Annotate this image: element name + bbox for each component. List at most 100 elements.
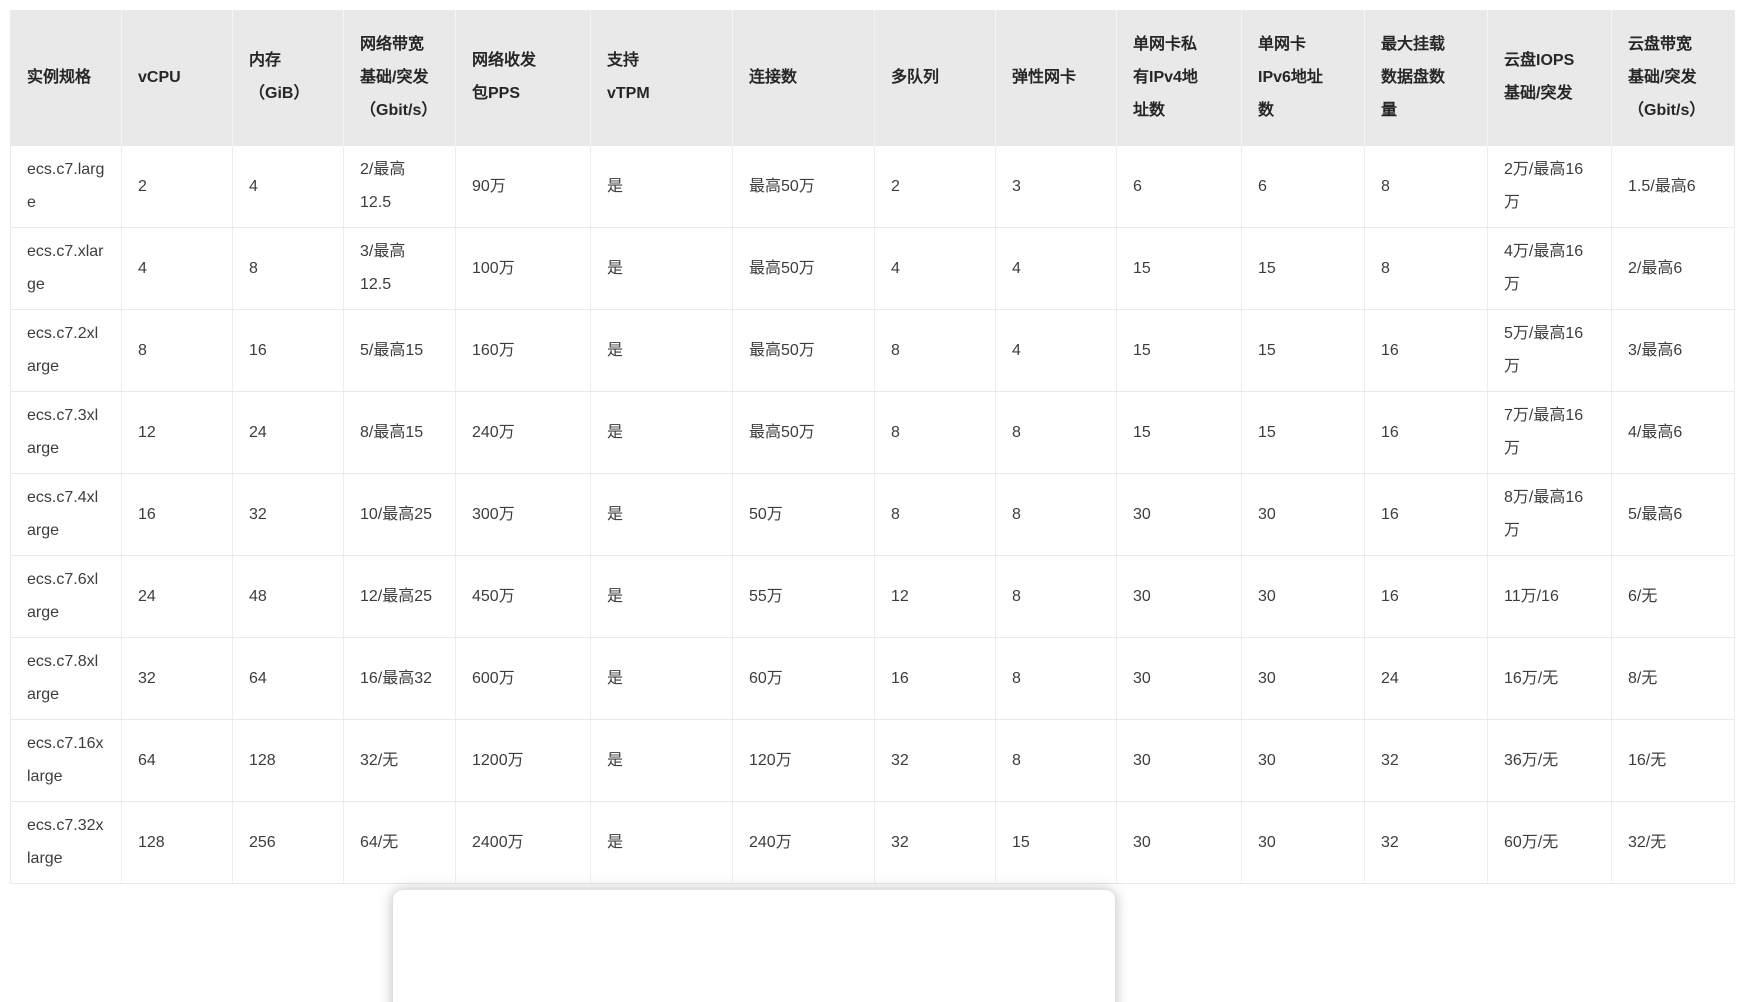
cell: 16 <box>1364 555 1488 638</box>
cell: 128 <box>232 719 344 802</box>
instance-spec-cell: ecs.c7.large <box>10 144 122 228</box>
cell: 8 <box>1364 144 1488 228</box>
cell: 2 <box>874 144 996 228</box>
cell: 是 <box>590 801 733 884</box>
cell: 16/无 <box>1611 719 1735 802</box>
cell: 32 <box>874 801 996 884</box>
cell: 最高50万 <box>732 144 875 228</box>
cell: 是 <box>590 391 733 474</box>
cell: 90万 <box>455 144 591 228</box>
cell: 48 <box>232 555 344 638</box>
table-row: ecs.c7.8xlarge 32 64 16/最高32 600万是 60万 16 8 30 30… <box>10 637 1735 720</box>
cell: 16 <box>1364 473 1488 556</box>
cell: 36万/无 <box>1487 719 1612 802</box>
cell: 8 <box>121 309 233 392</box>
column-header: 实例规格 <box>10 10 122 145</box>
cell: 4 <box>874 227 996 310</box>
table-row: ecs.c7.xlarge 4 8 3/最高12.5 100万是最高50万 4 4 15 15 8… <box>10 227 1735 310</box>
cell: 15 <box>1241 391 1365 474</box>
bottom-popup-shadow <box>393 890 1115 1002</box>
cell: 6 <box>1241 144 1365 228</box>
column-header: 单网卡私有IPv4地址数 <box>1116 10 1242 145</box>
table-header: 实例规格 vCPU 内存（GiB） 网络带宽基础/突发（Gbit/s） 网络收发包PPS… <box>10 10 1735 145</box>
cell: 7万/最高16万 <box>1487 391 1612 474</box>
cell: 32 <box>1364 801 1488 884</box>
cell: 是 <box>590 637 733 720</box>
cell: 8 <box>874 309 996 392</box>
cell: 30 <box>1241 801 1365 884</box>
cell: 8万/最高16万 <box>1487 473 1612 556</box>
cell: 60万/无 <box>1487 801 1612 884</box>
cell: 30 <box>1241 719 1365 802</box>
column-header: vCPU <box>121 10 233 145</box>
cell: 2万/最高16万 <box>1487 144 1612 228</box>
cell: 5/最高6 <box>1611 473 1735 556</box>
cell: 30 <box>1116 473 1242 556</box>
cell: 3/最高6 <box>1611 309 1735 392</box>
instance-spec-table: 实例规格 vCPU 内存（GiB） 网络带宽基础/突发（Gbit/s） 网络收发包PPS… <box>10 10 1735 884</box>
cell: 30 <box>1116 719 1242 802</box>
cell: 3/最高12.5 <box>343 227 456 310</box>
cell: 30 <box>1241 473 1365 556</box>
cell: 是 <box>590 144 733 228</box>
cell: 128 <box>121 801 233 884</box>
cell: 32 <box>232 473 344 556</box>
column-header: 支持vTPM <box>590 10 733 145</box>
cell: 60万 <box>732 637 875 720</box>
cell: 15 <box>1116 227 1242 310</box>
cell: 16 <box>874 637 996 720</box>
instance-spec-cell: ecs.c7.xlarge <box>10 227 122 310</box>
cell: 2/最高12.5 <box>343 144 456 228</box>
cell: 16/最高32 <box>343 637 456 720</box>
cell: 2 <box>121 144 233 228</box>
cell: 6/无 <box>1611 555 1735 638</box>
cell: 64 <box>232 637 344 720</box>
cell: 最高50万 <box>732 391 875 474</box>
cell: 64/无 <box>343 801 456 884</box>
cell: 3 <box>995 144 1117 228</box>
cell: 是 <box>590 719 733 802</box>
cell: 12 <box>874 555 996 638</box>
cell: 8 <box>995 637 1117 720</box>
cell: 24 <box>1364 637 1488 720</box>
column-header: 内存（GiB） <box>232 10 344 145</box>
cell: 240万 <box>455 391 591 474</box>
table-row: ecs.c7.2xlarge 8 16 5/最高15 160万是最高50万 8 4 15 15 1… <box>10 309 1735 392</box>
cell: 24 <box>121 555 233 638</box>
cell: 8 <box>995 391 1117 474</box>
cell: 2/最高6 <box>1611 227 1735 310</box>
column-header: 连接数 <box>732 10 875 145</box>
cell: 6 <box>1116 144 1242 228</box>
cell: 600万 <box>455 637 591 720</box>
cell: 10/最高25 <box>343 473 456 556</box>
cell: 4 <box>995 227 1117 310</box>
cell: 2400万 <box>455 801 591 884</box>
cell: 64 <box>121 719 233 802</box>
cell: 是 <box>590 227 733 310</box>
cell: 8 <box>232 227 344 310</box>
instance-spec-cell: ecs.c7.16xlarge <box>10 719 122 802</box>
cell: 8 <box>874 391 996 474</box>
cell: 5万/最高16万 <box>1487 309 1612 392</box>
cell: 8 <box>1364 227 1488 310</box>
column-header: 云盘带宽基础/突发（Gbit/s） <box>1611 10 1735 145</box>
cell: 是 <box>590 473 733 556</box>
cell: 4 <box>121 227 233 310</box>
cell: 4万/最高16万 <box>1487 227 1612 310</box>
instance-spec-cell: ecs.c7.3xlarge <box>10 391 122 474</box>
cell: 16 <box>232 309 344 392</box>
cell: 32/无 <box>343 719 456 802</box>
cell: 50万 <box>732 473 875 556</box>
cell: 是 <box>590 309 733 392</box>
cell: 100万 <box>455 227 591 310</box>
cell: 32 <box>1364 719 1488 802</box>
cell: 55万 <box>732 555 875 638</box>
cell: 16 <box>1364 309 1488 392</box>
cell: 15 <box>995 801 1117 884</box>
table-row: ecs.c7.16xlarge 64 128 32/无 1200万是 120万 32 8 30 3… <box>10 719 1735 802</box>
cell: 11万/16 <box>1487 555 1612 638</box>
cell: 30 <box>1116 801 1242 884</box>
cell: 30 <box>1116 555 1242 638</box>
cell: 5/最高15 <box>343 309 456 392</box>
table-row: ecs.c7.3xlarge 12 24 8/最高15 240万是最高50万 8 8 15 15… <box>10 391 1735 474</box>
